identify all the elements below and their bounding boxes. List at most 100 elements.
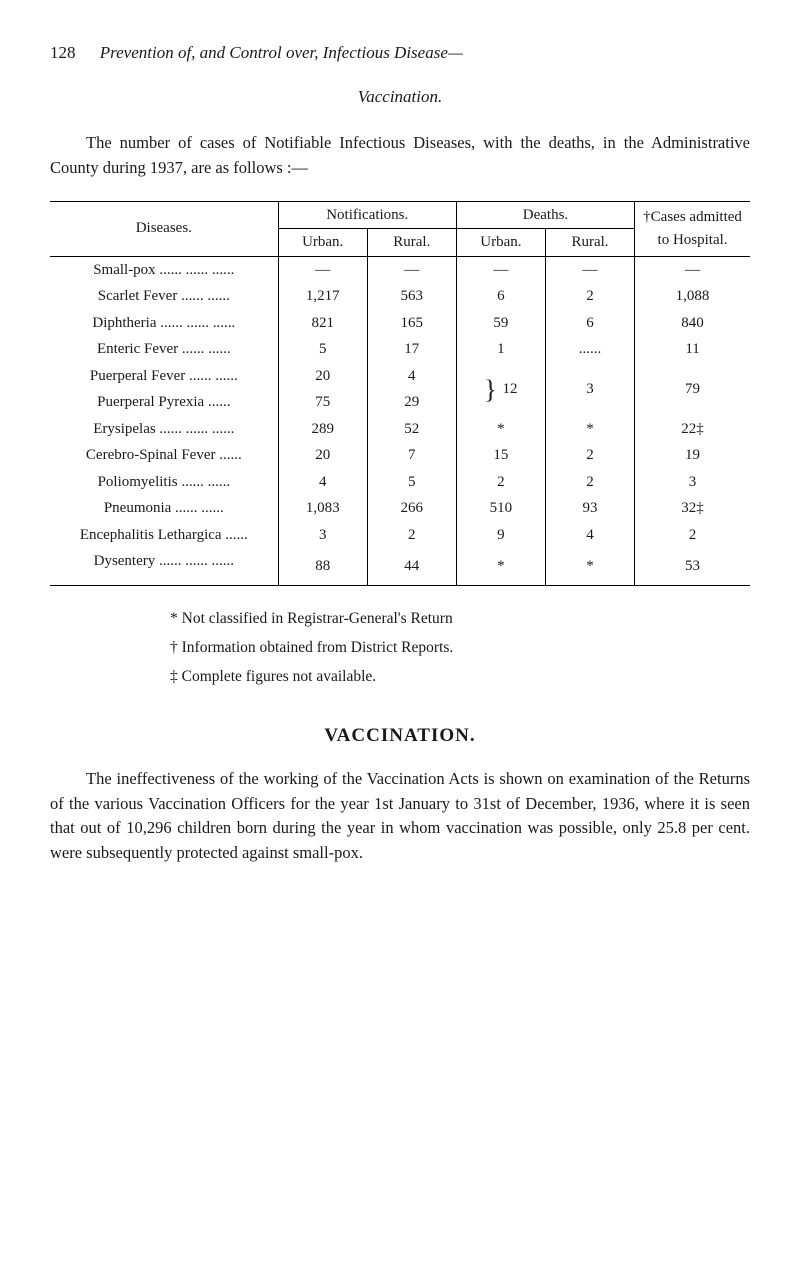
cell: 5 (367, 469, 456, 496)
cell: 4 (545, 522, 634, 549)
table-row: Cerebro-Spinal Fever ...... 20 7 15 2 19 (50, 442, 750, 469)
disease-name: Erysipelas ...... ...... ...... (50, 416, 278, 443)
cell: 289 (278, 416, 367, 443)
cell: 75 (278, 389, 367, 416)
sub-rural-2: Rural. (545, 229, 634, 257)
cell: 2 (367, 522, 456, 549)
cell: 11 (635, 336, 750, 363)
page-number: 128 (50, 43, 76, 62)
cell: 22‡ (635, 416, 750, 443)
disease-name: Enteric Fever ...... ...... (50, 336, 278, 363)
cell: — (635, 256, 750, 283)
cell: 2 (545, 442, 634, 469)
col-diseases: Diseases. (50, 201, 278, 256)
subtitle: Vaccination. (50, 84, 750, 110)
sub-urban-1: Urban. (278, 229, 367, 257)
cell: 4 (278, 469, 367, 496)
col-notifications: Notifications. (278, 201, 456, 229)
cell: — (456, 256, 545, 283)
cell: 2 (545, 469, 634, 496)
cell: 821 (278, 310, 367, 337)
table-row: Dysentery ...... ...... ...... 88 44 * *… (50, 548, 750, 585)
cell: 6 (545, 310, 634, 337)
cell: 7 (367, 442, 456, 469)
cell-braced: 3 (545, 363, 634, 416)
cell: ...... (545, 336, 634, 363)
cell: — (367, 256, 456, 283)
table-row: Scarlet Fever ...... ...... 1,217 563 6 … (50, 283, 750, 310)
cell: * (545, 416, 634, 443)
cell: 15 (456, 442, 545, 469)
cell: 4 (367, 363, 456, 390)
table-row: Pneumonia ...... ...... 1,083 266 510 93… (50, 495, 750, 522)
cell: 3 (635, 469, 750, 496)
cell: — (278, 256, 367, 283)
cell: — (545, 256, 634, 283)
table-row: Puerperal Fever ...... ...... 20 4 } 12 … (50, 363, 750, 390)
footnote-3: ‡ Complete figures not available. (170, 662, 750, 691)
table-row: Small-pox ...... ...... ...... — — — — — (50, 256, 750, 283)
cell: 29 (367, 389, 456, 416)
cell: 1,083 (278, 495, 367, 522)
cell: 1,088 (635, 283, 750, 310)
cell: * (456, 548, 545, 585)
col-deaths: Deaths. (456, 201, 634, 229)
cell: 52 (367, 416, 456, 443)
header-title: Prevention of, and Control over, Infecti… (100, 43, 463, 62)
sub-urban-2: Urban. (456, 229, 545, 257)
cell: 563 (367, 283, 456, 310)
cell: 44 (367, 548, 456, 585)
cell: 840 (635, 310, 750, 337)
cell: 2 (456, 469, 545, 496)
disease-name: Dysentery ...... ...... ...... (50, 548, 278, 585)
disease-name: Cerebro-Spinal Fever ...... (50, 442, 278, 469)
cell: 88 (278, 548, 367, 585)
table-row: Diphtheria ...... ...... ...... 821 165 … (50, 310, 750, 337)
disease-name: Small-pox ...... ...... ...... (50, 256, 278, 283)
cell: 1 (456, 336, 545, 363)
table-row: Encephalitis Lethargica ...... 3 2 9 4 2 (50, 522, 750, 549)
cell: 32‡ (635, 495, 750, 522)
main-paragraph: The ineffectiveness of the working of th… (50, 767, 750, 866)
cell: 20 (278, 363, 367, 390)
footnote-2: † Information obtained from District Rep… (170, 633, 750, 662)
cell: 2 (635, 522, 750, 549)
cell: 9 (456, 522, 545, 549)
cell-braced: } 12 (456, 363, 545, 416)
cell: 510 (456, 495, 545, 522)
footnotes: * Not classified in Registrar-General's … (170, 604, 750, 692)
cell: 59 (456, 310, 545, 337)
cell: 5 (278, 336, 367, 363)
cell: 2 (545, 283, 634, 310)
brace-value: 12 (503, 381, 518, 397)
cell: 93 (545, 495, 634, 522)
cell: 3 (278, 522, 367, 549)
cell: 6 (456, 283, 545, 310)
cell-braced: 79 (635, 363, 750, 416)
cell: 19 (635, 442, 750, 469)
cell: 165 (367, 310, 456, 337)
sub-rural-1: Rural. (367, 229, 456, 257)
disease-name: Poliomyelitis ...... ...... (50, 469, 278, 496)
disease-name: Scarlet Fever ...... ...... (50, 283, 278, 310)
cell: 1,217 (278, 283, 367, 310)
footnote-1: * Not classified in Registrar-General's … (170, 604, 750, 633)
cell: 53 (635, 548, 750, 585)
intro-paragraph: The number of cases of Notifiable Infect… (50, 131, 750, 181)
disease-name: Pneumonia ...... ...... (50, 495, 278, 522)
disease-name: Diphtheria ...... ...... ...... (50, 310, 278, 337)
cell: 20 (278, 442, 367, 469)
disease-name: Encephalitis Lethargica ...... (50, 522, 278, 549)
cell: * (456, 416, 545, 443)
cell: 17 (367, 336, 456, 363)
table-row: Enteric Fever ...... ...... 5 17 1 .....… (50, 336, 750, 363)
cell: * (545, 548, 634, 585)
disease-name: Puerperal Pyrexia ...... (50, 389, 278, 416)
col-cases: †Cases admitted to Hospital. (635, 201, 750, 256)
disease-name: Puerperal Fever ...... ...... (50, 363, 278, 390)
cell: 266 (367, 495, 456, 522)
disease-table: Diseases. Notifications. Deaths. †Cases … (50, 201, 750, 586)
section-title: VACCINATION. (50, 722, 750, 751)
table-row: Poliomyelitis ...... ...... 4 5 2 2 3 (50, 469, 750, 496)
page-header: 128 Prevention of, and Control over, Inf… (50, 40, 750, 66)
